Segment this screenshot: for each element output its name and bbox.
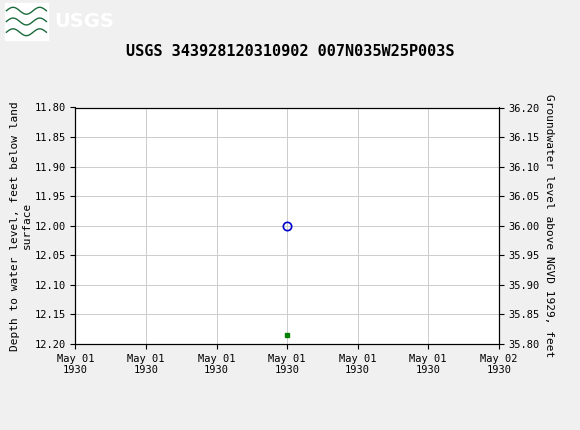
Legend: Period of approved data: Period of approved data <box>184 429 390 430</box>
Text: USGS: USGS <box>54 12 114 31</box>
Text: USGS 343928120310902 007N035W25P003S: USGS 343928120310902 007N035W25P003S <box>126 44 454 59</box>
Y-axis label: Groundwater level above NGVD 1929, feet: Groundwater level above NGVD 1929, feet <box>543 94 554 357</box>
Y-axis label: Depth to water level, feet below land
surface: Depth to water level, feet below land su… <box>10 101 32 350</box>
Bar <box>5 3 48 40</box>
